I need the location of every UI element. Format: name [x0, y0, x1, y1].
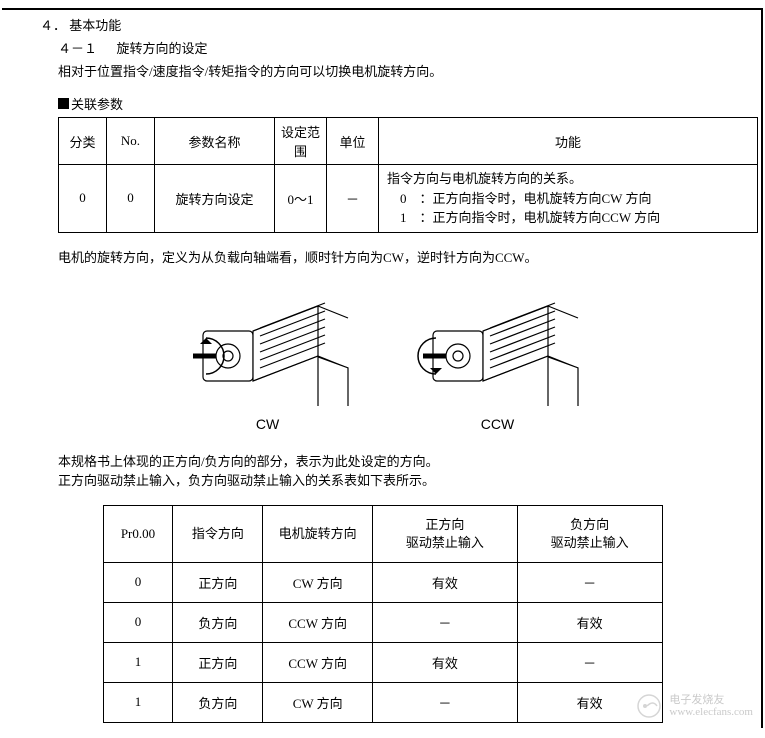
square-bullet-icon — [58, 98, 69, 109]
td-pr: 1 — [103, 682, 173, 722]
td-neg: － — [517, 642, 662, 682]
watermark-logo-icon — [635, 692, 663, 720]
direction-relation-table: Pr0.00 指令方向 电机旋转方向 正方向 驱动禁止输入 负方向 驱动禁止输入… — [103, 505, 663, 723]
note1: 本规格书上体现的正方向/负方向的部分，表示为此处设定的方向。 — [58, 452, 755, 472]
table1-container: 分类 No. 参数名称 设定范围 单位 功能 0 0 旋转方向设定 0～1 － … — [10, 117, 755, 233]
table-row: 0 负方向 CCW 方向 － 有效 — [103, 602, 662, 642]
definition-text: 电机的旋转方向，定义为从负载向轴端看，顺时针方向为CW，逆时针方向为CCW。 — [10, 247, 755, 266]
td-param-name: 旋转方向设定 — [155, 165, 275, 233]
td-pos: － — [373, 602, 518, 642]
note2: 正方向驱动禁止输入，负方向驱动禁止输入的关系表如下表所示。 — [58, 471, 755, 491]
table2-container: Pr0.00 指令方向 电机旋转方向 正方向 驱动禁止输入 负方向 驱动禁止输入… — [10, 505, 755, 723]
td-neg: － — [517, 562, 662, 602]
func-line2: 0 ：正方向指令时，电机旋转方向CW 方向 — [387, 189, 749, 209]
th-pos-inhibit: 正方向 驱动禁止输入 — [373, 505, 518, 562]
subsection-title: 旋转方向的设定 — [117, 41, 208, 56]
th-neg-inhibit: 负方向 驱动禁止输入 — [517, 505, 662, 562]
section-heading: ４． 基本功能 — [10, 15, 755, 34]
section-number: ４． — [40, 18, 66, 33]
func-line3: 1 ：正方向指令时，电机旋转方向CCW 方向 — [387, 208, 749, 228]
td-pos: － — [373, 682, 518, 722]
subsection-number: ４－１ — [58, 41, 97, 56]
related-params-header: 关联参数 — [10, 94, 755, 113]
th-param-name: 参数名称 — [155, 118, 275, 165]
td-no: 0 — [107, 165, 155, 233]
td-motor-dir: CCW 方向 — [263, 602, 373, 642]
td-pr: 0 — [103, 562, 173, 602]
td-pos: 有效 — [373, 642, 518, 682]
table-row: 0 正方向 CW 方向 有效 － — [103, 562, 662, 602]
td-cmd-dir: 正方向 — [173, 562, 263, 602]
th-unit: 单位 — [327, 118, 379, 165]
th-category: 分类 — [59, 118, 107, 165]
motor-diagrams: CW — [10, 296, 755, 432]
page-right-border — [761, 8, 763, 728]
th-cmd-dir: 指令方向 — [173, 505, 263, 562]
th-range: 设定范围 — [275, 118, 327, 165]
watermark-url: www.elecfans.com — [669, 706, 753, 718]
td-motor-dir: CW 方向 — [263, 562, 373, 602]
motor-ccw-icon — [408, 296, 588, 406]
motor-cw: CW — [178, 296, 358, 432]
td-function: 指令方向与电机旋转方向的关系。 0 ：正方向指令时，电机旋转方向CW 方向 1 … — [379, 165, 758, 233]
table-row: 1 负方向 CW 方向 － 有效 — [103, 682, 662, 722]
td-cmd-dir: 负方向 — [173, 602, 263, 642]
func-line1: 指令方向与电机旋转方向的关系。 — [387, 169, 749, 189]
related-params-label: 关联参数 — [71, 94, 123, 113]
table-row: 0 0 旋转方向设定 0～1 － 指令方向与电机旋转方向的关系。 0 ：正方向指… — [59, 165, 758, 233]
td-pr: 0 — [103, 602, 173, 642]
subsection-heading: ４－１ 旋转方向的设定 — [10, 38, 755, 57]
td-category: 0 — [59, 165, 107, 233]
td-pr: 1 — [103, 642, 173, 682]
td-neg: 有效 — [517, 602, 662, 642]
section-title: 基本功能 — [69, 18, 121, 33]
cw-label: CW — [178, 416, 358, 432]
td-motor-dir: CCW 方向 — [263, 642, 373, 682]
table-header-row: 分类 No. 参数名称 设定范围 单位 功能 — [59, 118, 758, 165]
table-header-row: Pr0.00 指令方向 电机旋转方向 正方向 驱动禁止输入 负方向 驱动禁止输入 — [103, 505, 662, 562]
related-params-table: 分类 No. 参数名称 设定范围 单位 功能 0 0 旋转方向设定 0～1 － … — [58, 117, 758, 233]
td-range: 0～1 — [275, 165, 327, 233]
th-motor-dir: 电机旋转方向 — [263, 505, 373, 562]
watermark-brand: 电子发烧友 — [669, 694, 753, 706]
intro-text: 相对于位置指令/速度指令/转矩指令的方向可以切换电机旋转方向。 — [10, 61, 755, 80]
ccw-label: CCW — [408, 416, 588, 432]
td-pos: 有效 — [373, 562, 518, 602]
td-cmd-dir: 负方向 — [173, 682, 263, 722]
watermark: 电子发烧友 www.elecfans.com — [635, 692, 753, 720]
page-top-border — [2, 8, 763, 10]
notes-block: 本规格书上体现的正方向/负方向的部分，表示为此处设定的方向。 正方向驱动禁止输入… — [10, 452, 755, 491]
td-motor-dir: CW 方向 — [263, 682, 373, 722]
td-unit: － — [327, 165, 379, 233]
motor-cw-icon — [178, 296, 358, 406]
td-cmd-dir: 正方向 — [173, 642, 263, 682]
th-function: 功能 — [379, 118, 758, 165]
th-no: No. — [107, 118, 155, 165]
th-pr: Pr0.00 — [103, 505, 173, 562]
motor-ccw: CCW — [408, 296, 588, 432]
table-row: 1 正方向 CCW 方向 有效 － — [103, 642, 662, 682]
